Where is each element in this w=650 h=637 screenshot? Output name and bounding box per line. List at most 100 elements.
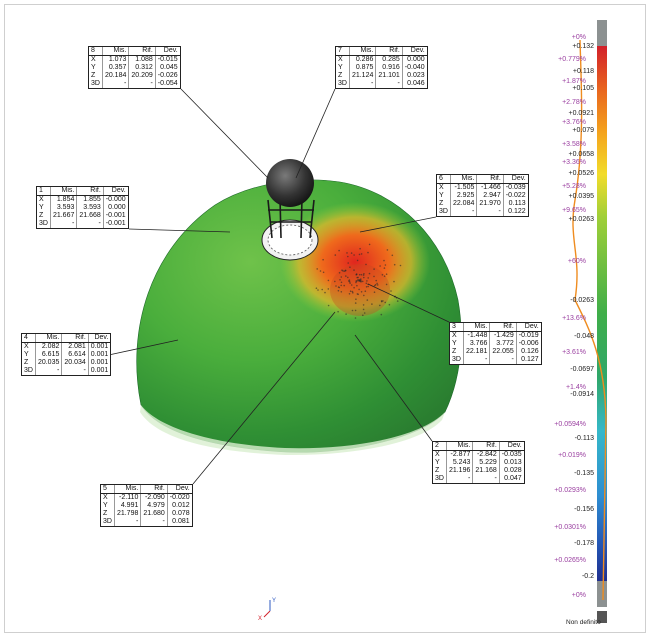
callout-cell: 0.113 <box>502 200 528 208</box>
callout-cell: 22.084 <box>449 200 477 208</box>
scale-percent-label: +0% <box>572 592 586 599</box>
callout-cell: 0.013 <box>498 459 524 467</box>
callout-cell: - <box>462 356 490 364</box>
callout-index: 1 <box>37 187 51 196</box>
callout-cell: 0.001 <box>87 351 111 359</box>
callout-cell: X <box>435 451 440 458</box>
scale-percent-label: +1.87% <box>562 78 586 85</box>
callout-header: Mis. <box>348 47 376 56</box>
scale-percent-label: +0.779% <box>558 56 586 63</box>
callout-cell: - <box>140 518 168 526</box>
callout-row: X 1.073 1.088 -0.015 <box>89 55 180 64</box>
scale-value-label: -0.0697 <box>570 366 594 373</box>
callout-cell: 0.081 <box>166 518 192 526</box>
undefined-swatch <box>597 611 607 623</box>
callout-cell: 0.875 <box>348 64 376 72</box>
callout-cell: 1.073 <box>101 55 129 64</box>
callout-3[interactable]: 3 Mis. Rif. Dev. X -1.448 -1.429 -0.019 Y 3.766 3.… <box>449 322 542 365</box>
callout-index: 4 <box>22 334 36 343</box>
scale-percent-label: +3.36% <box>562 159 586 166</box>
callout-cell: 3.593 <box>76 204 104 212</box>
callout-cell: 0.047 <box>498 475 524 483</box>
callout-cell: 3D <box>103 518 112 525</box>
axis-y-label: Y <box>272 598 276 604</box>
callout-cell: 0.285 <box>375 55 403 64</box>
callout-cell: 1.088 <box>128 55 156 64</box>
callout-cell: -1.466 <box>476 183 504 192</box>
callout-5[interactable]: 5 Mis. Rif. Dev. X -2.110 -2.090 -0.020 Y 4.991 4.… <box>100 484 193 527</box>
callout-cell: Z <box>103 510 108 517</box>
callout-index: 2 <box>433 442 447 451</box>
axis-x-label: X <box>258 616 262 622</box>
scale-value-label: +0.079 <box>572 127 594 134</box>
scale-value-label: +0.0526 <box>569 170 595 177</box>
callout-row: X -1.448 -1.429 -0.019 <box>450 331 541 340</box>
callout-1[interactable]: 1 Mis. Rif. Dev. X 1.854 1.855 -0.000 Y 3.593 3.59… <box>36 186 129 229</box>
callout-cell: 21.798 <box>113 510 141 518</box>
callout-cell: Y <box>338 64 343 71</box>
callout-7[interactable]: 7 Mis. Rif. Dev. X 0.286 0.285 0.000 Y 0.875 0.916… <box>335 46 428 89</box>
scale-value-label: -0.135 <box>574 470 594 477</box>
scale-value-label: +0.105 <box>572 85 594 92</box>
callout-2[interactable]: 2 Mis. Rif. Dev. X -2.877 -2.842 -0.035 Y 5.243 5.… <box>432 441 525 484</box>
callout-cell: 0.000 <box>102 204 128 212</box>
callout-header: Mis. <box>462 323 490 332</box>
callout-cell: 20.184 <box>101 72 129 80</box>
callout-cell: 1.855 <box>76 195 104 204</box>
callout-cell: 21.680 <box>140 510 168 518</box>
callout-cell: 0.357 <box>101 64 129 72</box>
callout-cell: 3D <box>24 367 33 374</box>
dome-model <box>136 179 462 456</box>
scale-percent-label: +5.28% <box>562 183 586 190</box>
callout-row: 3D - - -0.001 <box>37 220 128 228</box>
callout-cell: 3.593 <box>49 204 77 212</box>
callout-cell: -0.022 <box>502 192 528 200</box>
callout-index: 8 <box>89 47 103 56</box>
callout-cell: 6.615 <box>34 351 62 359</box>
scale-percent-label: +0% <box>572 34 586 41</box>
callout-row: 3D - -0.122 <box>437 208 528 216</box>
callout-8[interactable]: 8 Mis. Rif. Dev. X 1.073 1.088 -0.015 Y 0.357 0.31… <box>88 46 181 89</box>
scale-value-label: -0.178 <box>574 540 594 547</box>
callout-cell: Y <box>39 204 44 211</box>
callout-cell: 0.127 <box>515 356 541 364</box>
callout-index: 5 <box>101 485 115 494</box>
callout-header: Dev. <box>166 485 192 494</box>
callout-cell: Y <box>452 340 457 347</box>
callout-cell: X <box>103 494 108 501</box>
scale-percent-label: +3.58% <box>562 141 586 148</box>
callout-cell: 3D <box>338 80 347 87</box>
distribution-curve <box>572 39 607 601</box>
callout-cell: X <box>439 184 444 191</box>
callout-cell: -0.000 <box>102 195 128 204</box>
callout-cell: 0.001 <box>87 342 111 351</box>
callout-cell: -0.001 <box>102 212 128 220</box>
leader-line-5 <box>192 311 336 485</box>
scale-value-label: +0.0658 <box>569 151 595 158</box>
leader-line-7 <box>295 88 336 179</box>
callout-cell: Y <box>439 192 444 199</box>
leader-line-4 <box>110 339 179 355</box>
callout-cell: - <box>61 367 89 375</box>
callout-cell: Y <box>91 64 96 71</box>
callout-cell: 0.126 <box>515 348 541 356</box>
callout-row: 3D - -0.001 <box>22 367 111 375</box>
callout-4[interactable]: 4 Mis. Rif. Dev. X 2.082 2.081 0.001 Y 6.615 6.614… <box>21 333 112 376</box>
callout-cell: X <box>39 196 44 203</box>
callout-cell: 20.209 <box>128 72 156 80</box>
callout-cell: 3D <box>452 356 461 363</box>
callout-header: Rif. <box>375 47 403 56</box>
callout-6[interactable]: 6 Mis. Rif. Dev. X -1.505 -1.466 -0.039 Y 2.925 2.… <box>436 174 529 217</box>
callout-header: Dev. <box>515 323 541 332</box>
callout-cell: Z <box>338 72 343 79</box>
scale-value-label: -0.156 <box>574 506 594 513</box>
callout-cell: - <box>34 367 62 375</box>
callout-cell: 2.081 <box>61 342 89 351</box>
callout-cell: -2.090 <box>140 493 168 502</box>
callout-row: Z 21.798 21.680 0.078 <box>101 510 192 518</box>
leader-line-3 <box>367 283 450 323</box>
callout-header: Dev. <box>498 442 524 451</box>
callout-cell: - <box>476 208 504 216</box>
